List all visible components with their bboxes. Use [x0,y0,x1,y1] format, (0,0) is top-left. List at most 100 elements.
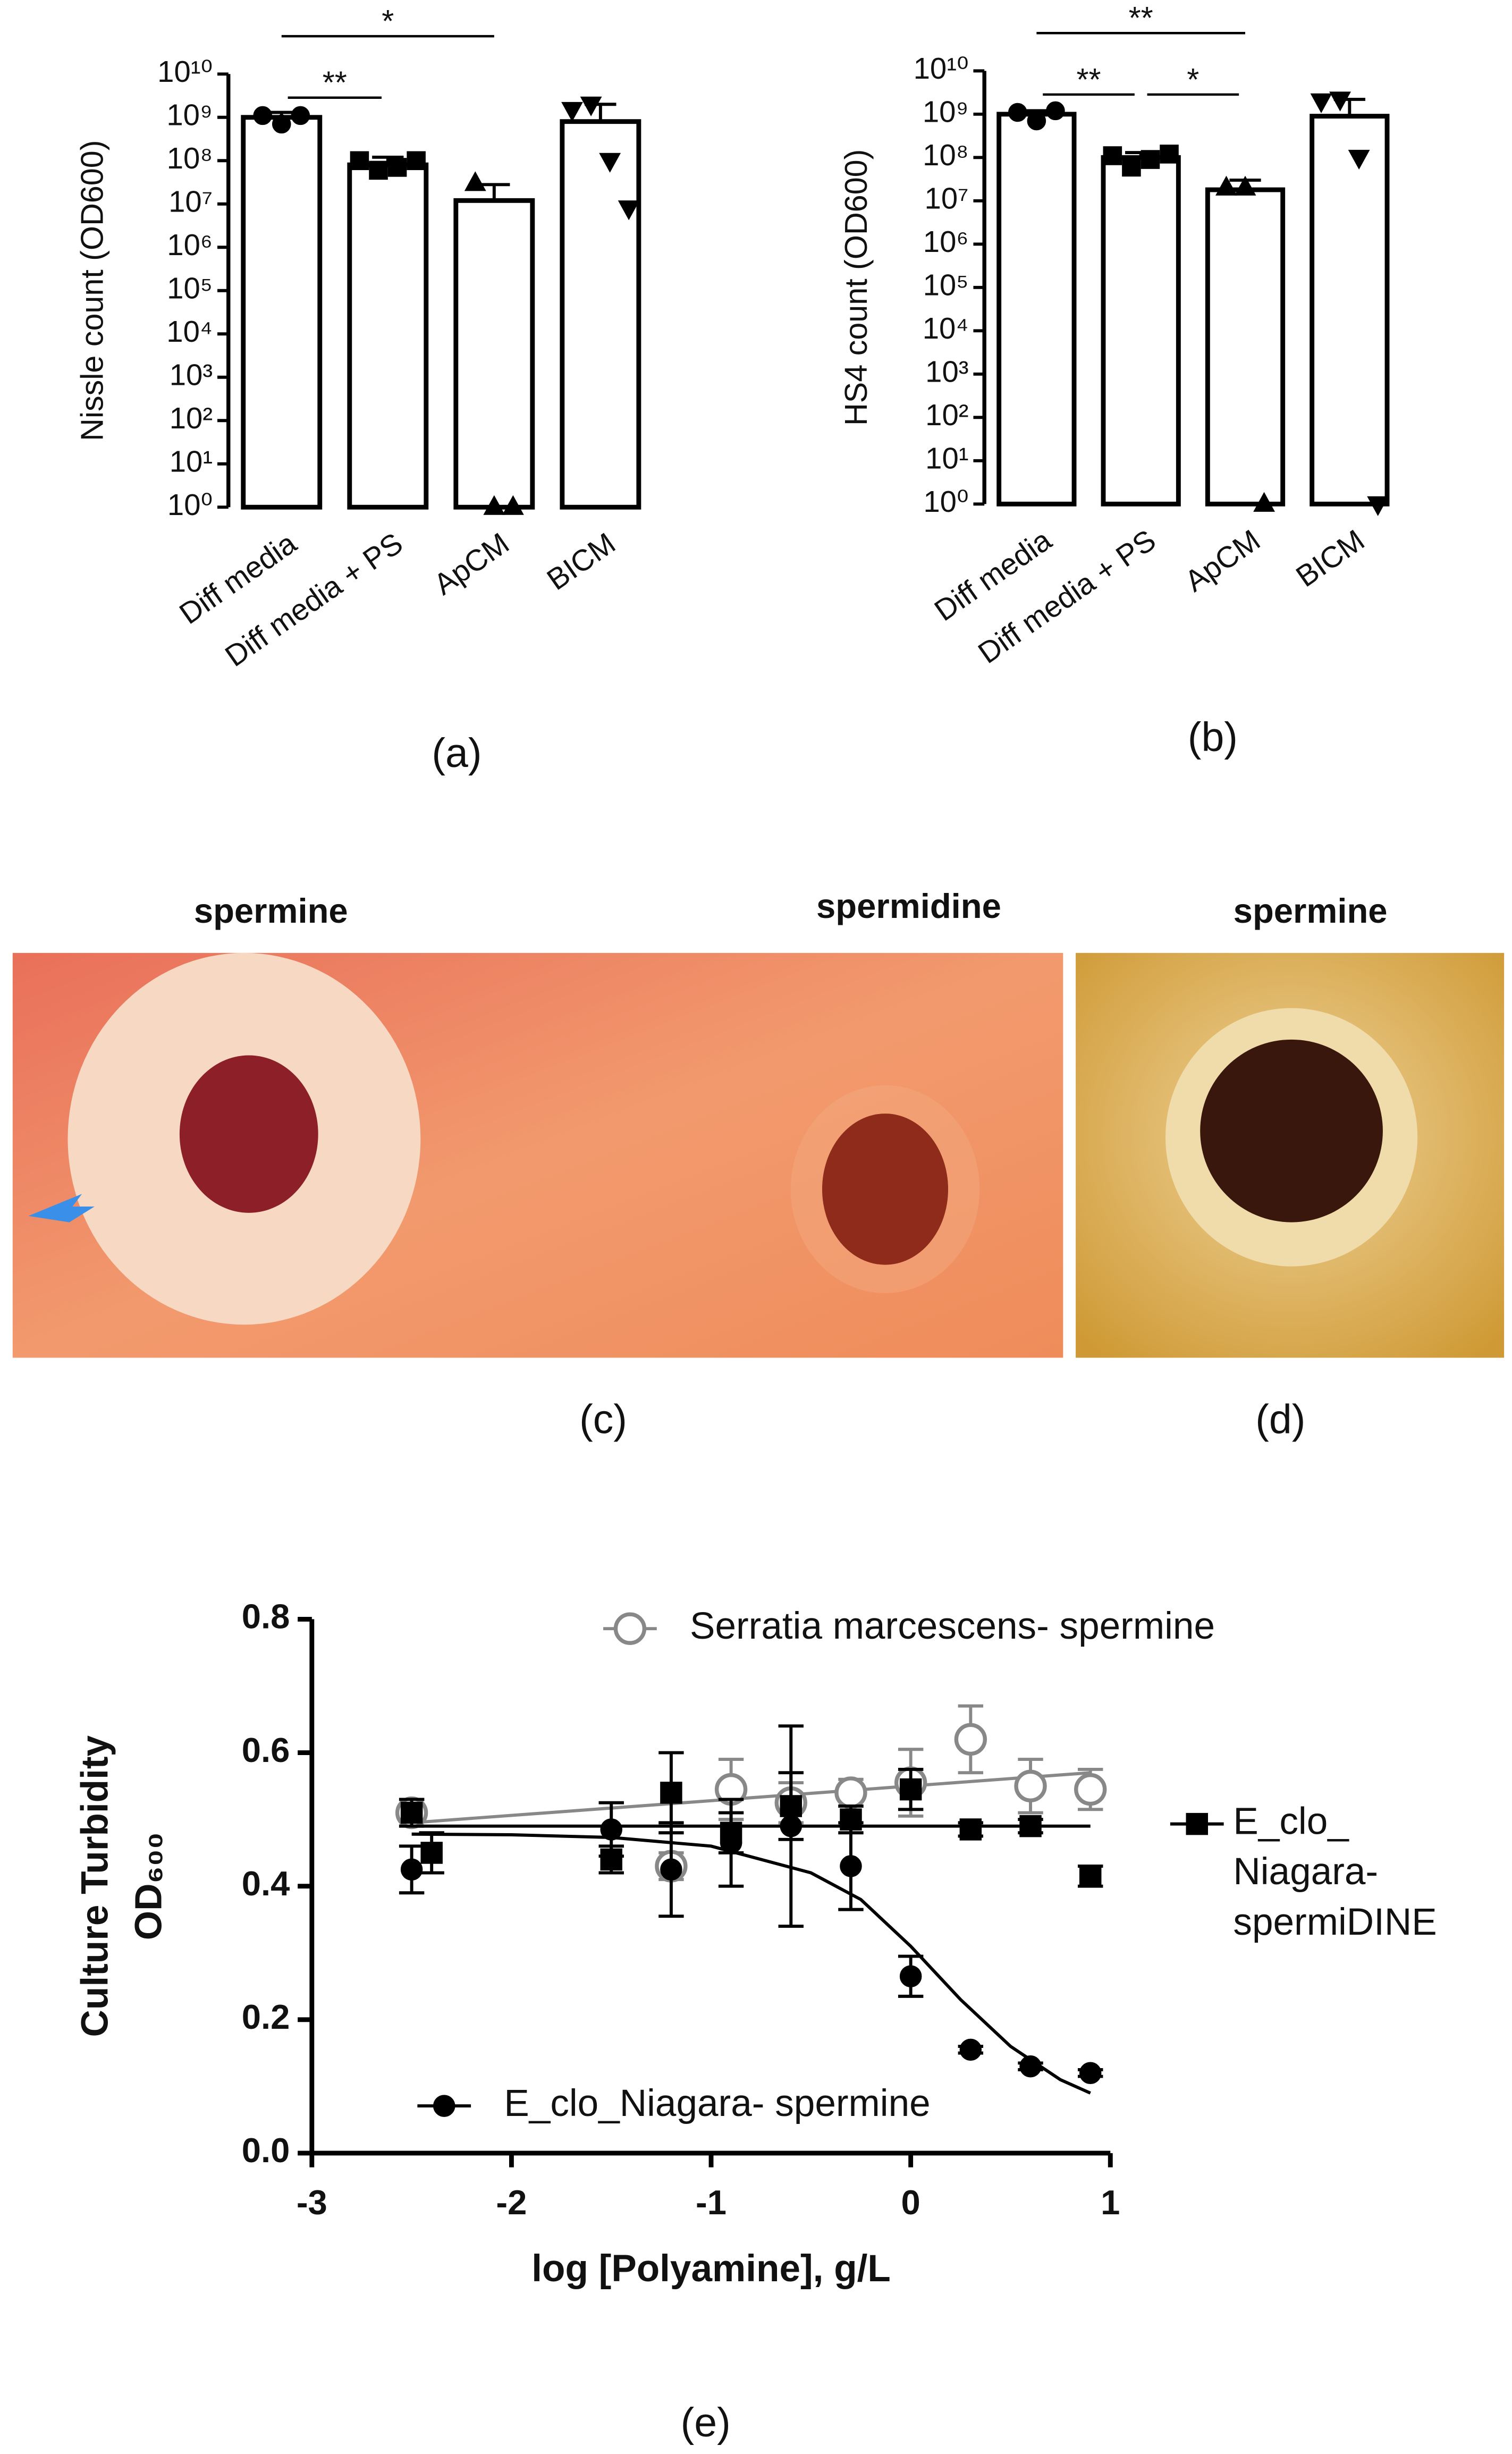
y-tick-label: 10⁴ [923,311,969,345]
photo-label: spermine [1234,891,1388,930]
point [253,106,272,125]
point [400,1858,423,1881]
y-tick-label: 10⁸ [167,141,213,175]
x-tick-label: 1 [1101,2183,1120,2222]
panel-label: (d) [1255,1396,1305,1442]
legend-label: E_clo_Niagara- spermine [504,2082,930,2124]
x-tick-label: -1 [696,2183,727,2222]
point [369,161,388,180]
well [179,1055,318,1213]
panel-label: (b) [1188,714,1238,760]
photo-d [1076,952,1505,1358]
point [780,1815,803,1837]
point [1014,1769,1047,1802]
point [387,158,407,177]
point [959,1818,982,1841]
point [660,1782,682,1804]
point [618,200,640,221]
point [1310,93,1332,113]
point [1103,146,1122,165]
point [959,2038,982,2061]
point [840,1855,862,1877]
x-axis-label: log [Polyamine], g/L [531,2248,891,2290]
fit-line [411,1832,1091,2095]
point [580,96,602,116]
y-tick-label: 10² [170,401,213,435]
point [1027,111,1046,131]
x-tick-label: 0 [901,2183,920,2222]
photo-label: spermine [194,891,348,930]
point [502,495,524,515]
point [1215,175,1237,196]
arrow [28,1194,95,1222]
significance-label: * [382,3,394,39]
y-tick-label: 10⁷ [925,182,969,215]
point [1329,91,1351,112]
point [899,1778,922,1801]
point [1122,157,1141,177]
bar [560,119,641,510]
x-tick-label: Diff media + PS [972,523,1162,670]
fit-line [411,1771,1091,1825]
panel-label: (c) [579,1396,627,1442]
y-tick-label: 10² [925,398,968,432]
point [1079,2062,1102,2085]
y-tick-label: 10¹ [925,442,968,475]
x-tick-label: -3 [297,2183,327,2222]
y-tick-label: 10⁰ [923,485,968,518]
y-tick-label: 10⁶ [923,225,969,258]
y-tick-label: 0.6 [242,1731,290,1769]
y-tick-label: 10¹ [170,445,213,478]
point [1253,492,1276,512]
y-tick-label: 10⁸ [923,138,968,172]
y-axis-label: OD₆₀₀ [128,1832,170,1940]
x-tick-label: ApCM [428,526,515,601]
legend-label: E_clo_ [1233,1800,1349,1842]
point [483,495,505,515]
y-axis-label: Nissle count (OD600) [74,140,110,441]
photo-label: spermidine [816,887,1001,925]
bar [1205,187,1286,507]
x-tick-label: ApCM [1179,523,1266,598]
y-axis-label: Culture Turbidity [74,1735,116,2037]
legend-marker [613,1612,647,1645]
legend-label: Niagara- [1233,1851,1378,1893]
point [350,151,369,171]
point [1367,496,1389,516]
y-tick-label: 10⁵ [167,272,213,305]
bar [453,198,535,510]
well [1200,1039,1383,1222]
point [834,1776,867,1809]
y-tick-label: 10¹⁰ [914,52,969,85]
bar [241,115,323,510]
y-tick-label: 0.4 [242,1864,290,1903]
point [407,151,426,171]
point [1160,145,1179,164]
significance-label: ** [323,65,347,100]
legend-label: Serratia marcescens- spermine [690,1605,1215,1647]
point [420,1842,443,1864]
photo-c [12,952,1063,1358]
bar [1310,114,1390,507]
x-tick-label: BICM [1290,523,1370,593]
point [464,171,486,191]
x-tick-label: BICM [541,526,621,596]
point [1008,103,1027,122]
point [660,1858,682,1881]
point [1234,175,1256,196]
point [599,153,621,173]
point [899,1965,922,1987]
point [1019,2055,1042,2078]
point [720,1832,742,1854]
significance-label: ** [1076,62,1101,97]
y-tick-label: 10⁴ [166,315,213,348]
point [291,106,310,125]
y-tick-label: 10⁶ [167,228,213,262]
y-tick-label: 10⁹ [166,98,213,132]
y-tick-label: 10⁹ [923,95,969,129]
point [954,1723,987,1756]
bar [1101,155,1181,507]
y-tick-label: 10¹⁰ [157,55,213,88]
point [561,102,583,122]
